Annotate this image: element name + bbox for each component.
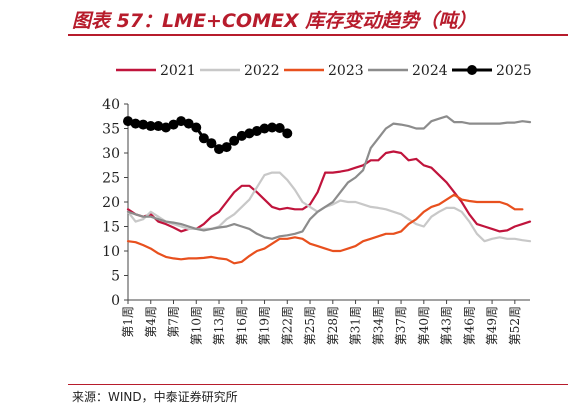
series-point-2025 — [229, 135, 240, 146]
series-point-2025 — [274, 123, 285, 134]
series-point-2025 — [244, 128, 255, 139]
x-tick-label: 第4周 — [144, 306, 158, 338]
series-point-2025 — [214, 144, 225, 155]
y-tick-label: 10 — [102, 244, 120, 260]
series-point-2025 — [259, 123, 270, 134]
x-tick-label: 第25周 — [303, 306, 317, 345]
x-tick-label: 第43周 — [440, 306, 454, 345]
series-point-2025 — [206, 138, 217, 149]
series-point-2025 — [145, 121, 156, 132]
y-tick-label: 5 — [111, 269, 120, 285]
series-point-2025 — [176, 116, 187, 127]
x-tick-label: 第49周 — [485, 306, 499, 345]
page-title: 图表 57：LME+COMEX 库存变动趋势（吨） — [72, 10, 477, 32]
y-tick-label: 15 — [102, 220, 120, 236]
legend-label-2021: 2021 — [160, 63, 196, 79]
x-tick-label: 第22周 — [280, 306, 294, 345]
chart-series — [123, 115, 532, 265]
y-tick-label: 20 — [102, 195, 120, 211]
series-point-2025 — [138, 119, 149, 130]
series-line-2022 — [126, 171, 532, 243]
x-axis: 第1周 第4周 第7周 第10周 第13周 第16周 第19周 第22周 第25周 第28周 第31… — [121, 299, 530, 345]
series-point-2025 — [153, 121, 164, 132]
series-point-2025 — [168, 119, 179, 130]
y-tick-label: 35 — [102, 122, 120, 138]
y-axis: 0 5 10 15 20 25 30 35 40 — [102, 97, 129, 309]
series-point-2025 — [183, 118, 194, 129]
series-line-2024 — [126, 115, 532, 240]
legend-label-2022: 2022 — [244, 63, 280, 79]
x-tick-label: 第10周 — [189, 306, 203, 345]
x-tick-label: 第40周 — [417, 306, 431, 345]
source-note: 来源：WIND，中泰证券研究所 — [72, 390, 238, 404]
series-point-2025 — [123, 116, 133, 127]
x-tick-label: 第34周 — [371, 306, 385, 345]
title-bar: 图表 57：LME+COMEX 库存变动趋势（吨） — [0, 0, 571, 36]
x-tick-label: 第13周 — [212, 306, 226, 345]
series-point-2025 — [191, 122, 202, 133]
series-point-2025 — [282, 128, 293, 139]
legend-label-2024: 2024 — [412, 63, 448, 79]
series-point-2025 — [236, 130, 247, 141]
x-tick-label: 第31周 — [349, 306, 363, 345]
legend-label-2023: 2023 — [328, 63, 364, 79]
title-rule — [68, 34, 568, 36]
series-point-2025 — [267, 122, 278, 133]
x-tick-label: 第7周 — [167, 306, 181, 338]
series-point-2025 — [160, 122, 171, 133]
y-tick-label: 25 — [102, 171, 120, 187]
legend-label-2025: 2025 — [496, 63, 532, 79]
series-point-2025 — [198, 133, 209, 144]
series-line-2023 — [126, 193, 524, 265]
x-tick-label: 第46周 — [462, 306, 476, 345]
y-tick-label: 30 — [102, 146, 120, 162]
source-rule — [68, 384, 568, 385]
series-point-2025 — [130, 118, 141, 129]
series-point-2025 — [251, 125, 262, 136]
x-tick-label: 第37周 — [394, 306, 408, 345]
chart-legend: 2021 2022 2023 2024 2025 — [116, 63, 532, 79]
x-tick-label: 第28周 — [326, 306, 340, 345]
series-point-2025 — [221, 142, 232, 153]
x-tick-label: 第19周 — [258, 306, 272, 345]
y-tick-label: 40 — [102, 97, 120, 113]
legend-marker-2025 — [467, 65, 477, 75]
x-tick-label: 第52周 — [508, 306, 522, 345]
x-tick-label: 第1周 — [121, 306, 135, 338]
series-line-2021 — [126, 150, 532, 233]
x-tick-label: 第16周 — [235, 306, 249, 345]
y-tick-label: 0 — [111, 293, 120, 309]
